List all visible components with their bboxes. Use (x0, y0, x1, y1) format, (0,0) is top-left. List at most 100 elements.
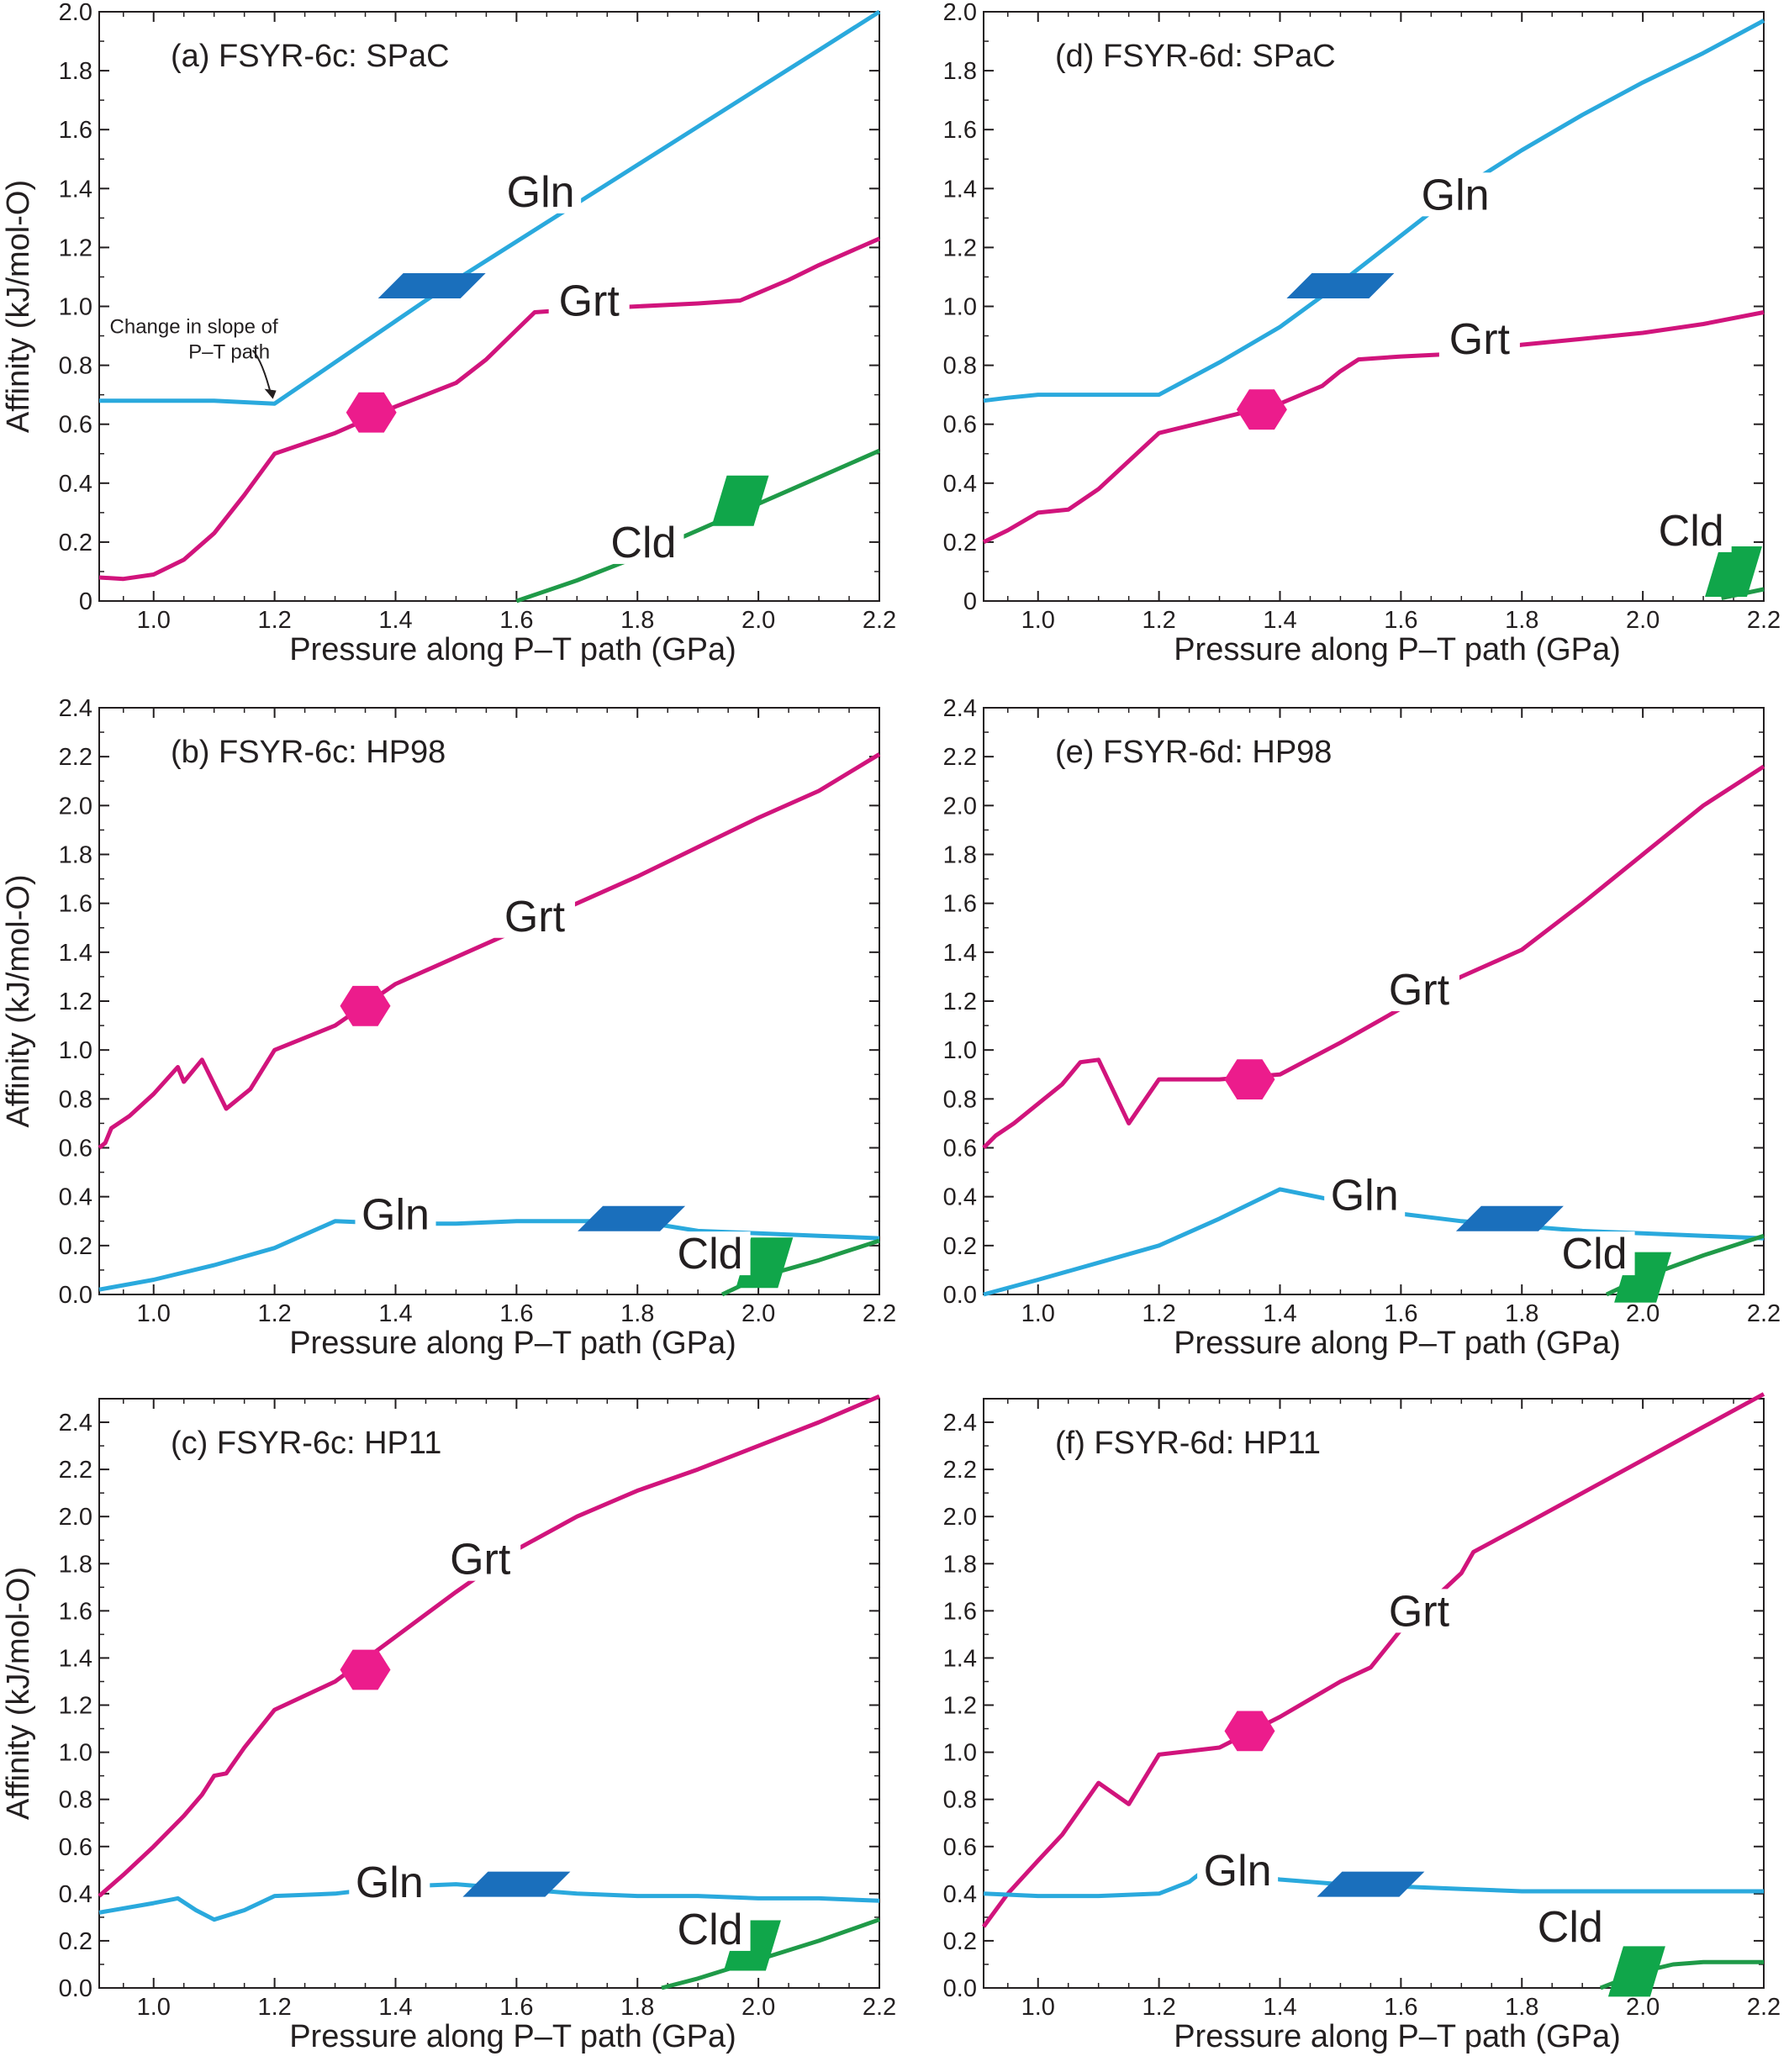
series-layer: Gln Grt Cld (982, 18, 1765, 600)
x-tick-label: 1.0 (1021, 1994, 1055, 2021)
y-tick-label: 1.2 (59, 235, 92, 261)
x-tick-label: 1.8 (620, 607, 654, 634)
y-tick-label: 1.2 (943, 235, 977, 261)
x-tick-label: 1.6 (1384, 1300, 1417, 1327)
y-tick-label: 0.8 (943, 1086, 977, 1113)
y-tick-label: 1.4 (943, 1645, 977, 1672)
y-tick-label: 0.8 (59, 1086, 92, 1113)
series-label-bg (440, 1537, 521, 1581)
series-label-bg (349, 1859, 430, 1904)
series-label-grt: Grt (504, 893, 566, 941)
y-tick-label: 1.2 (59, 1693, 92, 1720)
y-axis-title: Affinity (kJ/mol-O) (1, 1567, 36, 1820)
y-tick-label: 2.0 (943, 793, 977, 820)
y-tick-label: 0.6 (59, 412, 92, 439)
series-line-grt (98, 1394, 880, 1898)
series-label-bg (669, 1231, 751, 1276)
annotation-text: Change in slope of P–T path (110, 316, 278, 364)
y-tick-label: 0.6 (59, 1834, 92, 1861)
y-tick-label: 2.0 (943, 1504, 977, 1531)
y-tick-label: 0.2 (59, 1928, 92, 1955)
y-tick-label: 0.2 (943, 530, 977, 556)
x-tick-label: 2.2 (863, 1300, 896, 1327)
y-tick-label: 2.2 (59, 1457, 92, 1484)
x-axis-ticks: 1.0 1.2 1.4 1.6 1.8 2.0 2.2 (1007, 12, 1781, 634)
series-label-cld: Cld (678, 1230, 743, 1279)
y-tick-label: 1.6 (943, 1598, 977, 1625)
y-tick-label: 1.0 (943, 1037, 977, 1064)
x-axis-title: Pressure along P–T path (GPa) (1174, 1326, 1621, 1361)
panel-b: 0.00.20.40.60.81.01.21.41.61.82.02.22.4 … (1, 695, 896, 1361)
y-tick-label: 2.0 (943, 0, 977, 26)
series-label-bg (1415, 172, 1496, 217)
series-label-grt: Grt (450, 1536, 511, 1584)
y-axis-title: Affinity (kJ/mol-O) (1, 874, 36, 1127)
series-label-bg (493, 894, 575, 938)
y-tick-label: 0.8 (59, 353, 92, 380)
y-tick-label: 2.0 (59, 0, 92, 26)
panel-title: (a) FSYR-6c: SPaC (171, 39, 450, 74)
y-tick-label: 0.6 (943, 412, 977, 439)
series-label-bg (1438, 317, 1520, 361)
x-tick-label: 2.2 (863, 607, 896, 634)
series-label-bg (1324, 1173, 1406, 1217)
x-axis-title: Pressure along P–T path (GPa) (289, 2019, 736, 2054)
series-layer: Grt Gln Cld (981, 1392, 1765, 1997)
panel-c: 0.00.20.40.60.81.01.21.41.61.82.02.22.4 … (1, 1394, 896, 2054)
series-line-grt (981, 1392, 1765, 1928)
x-tick-label: 1.0 (1021, 1300, 1055, 1327)
series-line-grt (982, 310, 1765, 545)
y-tick-label: 0.6 (943, 1136, 977, 1163)
series-layer: Grt Gln Cld (98, 1394, 880, 1990)
series-label-bg (603, 519, 684, 564)
series-line-grt (98, 752, 881, 1150)
y-tick-label: 2.0 (59, 793, 92, 820)
gln-parallelogram-marker (377, 273, 486, 298)
series-label-cld: Cld (1562, 1230, 1628, 1279)
series-label-grt: Grt (1389, 1587, 1450, 1636)
series-layer: Grt Gln Cld (98, 752, 881, 1297)
series-line-gln (99, 9, 881, 406)
y-tick-label: 0.4 (59, 471, 92, 498)
series-label-grt: Grt (1449, 315, 1511, 364)
panel-title: (d) FSYR-6d: SPaC (1055, 39, 1336, 74)
x-axis-ticks: 1.0 1.2 1.4 1.6 1.8 2.0 2.2 (123, 1399, 896, 2021)
y-tick-label: 0.0 (943, 1282, 977, 1309)
series-label-bg (669, 1906, 751, 1951)
y-tick-label: 1.0 (943, 294, 977, 321)
x-axis-title: Pressure along P–T path (GPa) (1174, 2019, 1621, 2054)
series-label-cld: Cld (610, 519, 676, 567)
grt-hexagon-marker (346, 392, 397, 433)
series-line-gln (983, 1865, 1764, 1899)
x-tick-label: 1.6 (499, 1994, 533, 2021)
y-tick-label: 1.4 (59, 1645, 92, 1672)
x-tick-label: 1.4 (378, 1994, 412, 2021)
x-tick-label: 2.2 (863, 1994, 896, 2021)
x-tick-label: 1.6 (499, 607, 533, 634)
plot-frame (983, 1398, 1765, 1989)
y-tick-label: 1.8 (59, 842, 92, 869)
y-tick-label: 1.6 (59, 891, 92, 918)
series-layer: Gln Grt Cld (98, 9, 881, 604)
y-tick-label: 1.8 (943, 58, 977, 85)
y-axis-ticks: 0.0 0.2 0.4 0.6 0.8 1.0 1.2 1.4 1.6 1.8 2.0 2.2 2.4 (943, 695, 1764, 1309)
y-tick-label: 2.4 (943, 1410, 977, 1437)
y-tick-label: 0.4 (943, 1184, 977, 1211)
y-tick-label: 2.4 (943, 695, 977, 722)
y-axis-ticks: 0.0 0.2 0.4 0.6 0.8 1.0 1.2 1.4 1.6 1.8 2.0 2.2 2.4 (59, 1398, 879, 2002)
series-label-gln: Gln (507, 168, 575, 217)
x-tick-label: 1.2 (257, 607, 291, 634)
x-tick-label: 1.4 (1263, 1994, 1296, 2021)
y-tick-label: 1.6 (943, 891, 977, 918)
x-tick-label: 2.2 (1747, 1994, 1781, 2021)
x-tick-label: 1.2 (1142, 607, 1175, 634)
y-axis-title: Affinity (kJ/mol-O) (1, 180, 36, 433)
x-tick-label: 1.0 (1021, 607, 1055, 634)
x-tick-label: 2.0 (1626, 1994, 1660, 2021)
y-tick-label: 0 (79, 588, 92, 615)
x-axis-ticks: 1.0 1.2 1.4 1.6 1.8 2.0 2.2 (1007, 708, 1781, 1327)
x-tick-label: 1.4 (1263, 1300, 1296, 1327)
panel-d: 00.20.40.60.81.01.21.41.61.82.0 1.0 1.2 1.… (943, 0, 1781, 667)
cld-parallelogram-marker (1705, 546, 1762, 597)
